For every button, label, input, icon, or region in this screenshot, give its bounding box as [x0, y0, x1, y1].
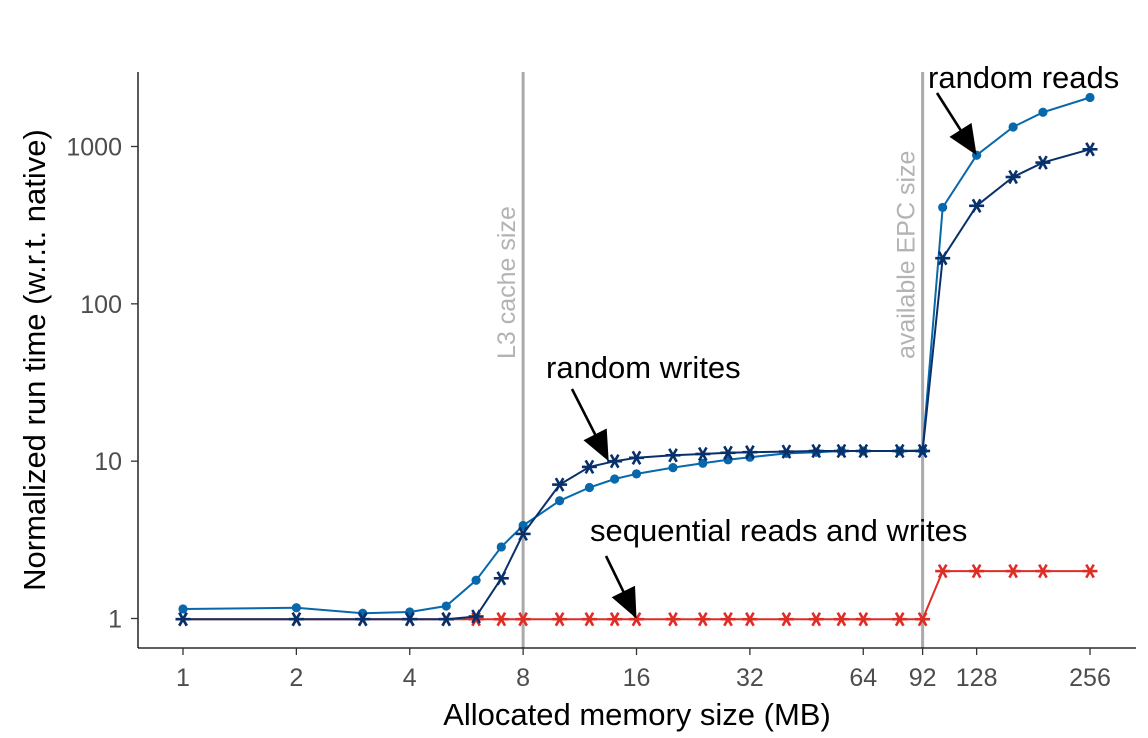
data-point [892, 443, 908, 459]
data-point [1085, 92, 1095, 103]
data-point [629, 612, 644, 627]
data-point [1035, 155, 1051, 170]
annotations: random reads random writes sequential read… [546, 60, 1119, 619]
data-point [1038, 107, 1048, 117]
data-point [969, 198, 985, 213]
data-point [441, 601, 451, 611]
annotation-arrowhead [583, 428, 609, 462]
data-point [175, 612, 191, 627]
data-point [1005, 169, 1021, 185]
data-point [471, 575, 481, 585]
data-point [808, 612, 824, 627]
y-tick-label: 10 [94, 448, 122, 476]
annotation-label: sequential reads and writes [590, 513, 967, 548]
x-tick-label: 1 [176, 664, 190, 692]
data-point [552, 612, 568, 627]
data-point [438, 612, 454, 627]
x-tick-label: 32 [736, 664, 764, 692]
data-point [695, 446, 711, 462]
data-point [665, 448, 681, 463]
data-point [555, 496, 565, 506]
data-point [610, 474, 620, 484]
data-point [515, 526, 531, 542]
series-group [175, 92, 1098, 627]
x-tick-label: 2 [289, 664, 303, 692]
data-point [1082, 563, 1098, 579]
annotation-arrowhead [949, 122, 977, 156]
data-point [833, 443, 849, 459]
axes: 1 2 4 8 16 32 64 92 128 256 1 10 100 1000 [66, 72, 1136, 692]
annotation-label: random writes [546, 350, 741, 385]
reference-line-label: available EPC size [893, 151, 921, 359]
data-point [607, 612, 623, 627]
data-point [493, 612, 509, 627]
data-point [631, 469, 642, 479]
data-point [855, 443, 871, 459]
x-tick-label: 256 [1069, 664, 1111, 692]
data-point [778, 612, 794, 627]
series-random-writes [175, 142, 1098, 627]
data-point [468, 612, 484, 627]
data-point [496, 542, 506, 552]
data-point [915, 612, 931, 627]
data-point [493, 571, 509, 586]
y-axis-title: Normalized run time (w.r.t. native) [17, 129, 52, 591]
data-point [629, 450, 644, 465]
x-tick-label: 64 [849, 664, 877, 692]
data-point [402, 612, 418, 627]
data-point [515, 612, 531, 627]
data-point [1005, 563, 1021, 579]
y-tick-label: 1 [108, 606, 122, 634]
data-point [1008, 122, 1018, 132]
y-tick-label: 1000 [66, 134, 122, 162]
annotation-label: random reads [928, 60, 1119, 95]
x-tick-label: 92 [909, 664, 937, 692]
x-tick-label: 128 [956, 664, 998, 692]
data-point [938, 202, 948, 213]
data-point [720, 445, 736, 460]
data-point [720, 612, 736, 627]
data-point [468, 609, 484, 624]
series-line [183, 570, 1090, 621]
reference-line-label: L3 cache size [493, 206, 521, 359]
data-point [1035, 563, 1051, 579]
data-point [915, 443, 931, 459]
data-point [665, 612, 681, 627]
data-point [607, 454, 623, 469]
data-point [742, 445, 758, 460]
data-point [581, 459, 597, 475]
x-tick-label: 16 [623, 664, 651, 692]
data-point [695, 612, 711, 627]
data-point [584, 482, 595, 493]
data-point [288, 612, 304, 627]
data-point [355, 612, 371, 627]
data-point [935, 563, 951, 579]
reference-lines: L3 cache size available EPC size [493, 72, 925, 648]
data-point [552, 477, 568, 492]
annotation-arrowhead [611, 585, 637, 619]
data-point [778, 444, 794, 459]
data-point [855, 612, 871, 627]
data-point [668, 463, 678, 473]
data-point [833, 612, 849, 627]
data-point [935, 251, 951, 266]
x-tick-label: 8 [516, 664, 530, 692]
data-point [178, 604, 188, 614]
data-point [742, 612, 758, 627]
data-point [291, 603, 301, 613]
x-tick-label: 4 [403, 664, 417, 692]
data-point [1082, 142, 1098, 157]
x-axis-title: Allocated memory size (MB) [443, 697, 831, 732]
data-point [581, 612, 597, 627]
series-sequential [175, 563, 1098, 627]
y-tick-label: 100 [80, 291, 122, 319]
data-point [808, 443, 824, 459]
data-point [892, 612, 908, 627]
data-point [969, 563, 985, 579]
data-point [698, 458, 708, 468]
